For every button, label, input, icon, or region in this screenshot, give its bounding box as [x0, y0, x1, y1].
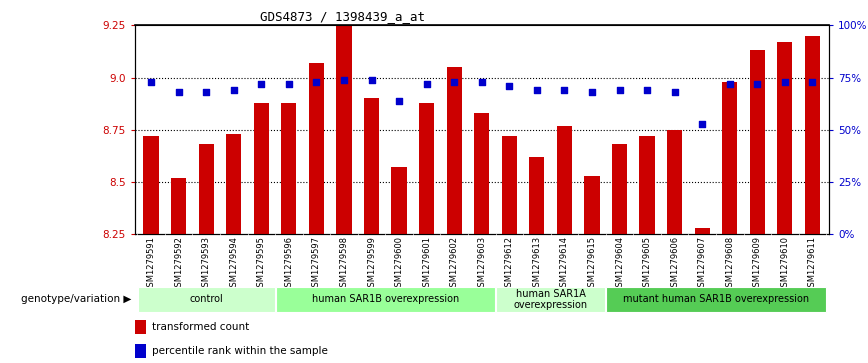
Bar: [199, 144, 214, 234]
Text: GSM1279591: GSM1279591: [147, 236, 155, 292]
Point: [172, 89, 186, 95]
Text: GSM1279612: GSM1279612: [505, 236, 514, 292]
Bar: [419, 103, 434, 234]
Bar: [474, 113, 490, 234]
Bar: [667, 130, 682, 234]
Text: GSM1279605: GSM1279605: [642, 236, 652, 292]
Point: [475, 79, 489, 85]
Text: GSM1279596: GSM1279596: [285, 236, 293, 292]
Point: [447, 79, 461, 85]
FancyBboxPatch shape: [138, 287, 274, 312]
Point: [365, 77, 378, 82]
Text: transformed count: transformed count: [152, 322, 249, 332]
Bar: [135, 344, 146, 358]
Bar: [777, 42, 792, 234]
Bar: [281, 103, 297, 234]
Bar: [391, 167, 406, 234]
Bar: [750, 50, 765, 234]
Text: GSM1279598: GSM1279598: [339, 236, 348, 292]
Bar: [143, 136, 159, 234]
Text: GSM1279592: GSM1279592: [174, 236, 183, 292]
Text: genotype/variation ▶: genotype/variation ▶: [22, 294, 132, 305]
FancyBboxPatch shape: [496, 287, 605, 312]
Text: GSM1279604: GSM1279604: [615, 236, 624, 292]
Point: [282, 81, 296, 87]
Text: human SAR1A
overexpression: human SAR1A overexpression: [514, 289, 588, 310]
Bar: [722, 82, 737, 234]
Bar: [502, 136, 516, 234]
Text: GSM1279600: GSM1279600: [395, 236, 404, 292]
Bar: [227, 134, 241, 234]
Bar: [805, 36, 820, 234]
Bar: [557, 126, 572, 234]
Bar: [447, 67, 462, 234]
Text: GSM1279601: GSM1279601: [422, 236, 431, 292]
FancyBboxPatch shape: [276, 287, 495, 312]
Text: GSM1279602: GSM1279602: [450, 236, 458, 292]
Text: GDS4873 / 1398439_a_at: GDS4873 / 1398439_a_at: [260, 10, 424, 23]
Bar: [364, 98, 379, 234]
Bar: [135, 320, 146, 334]
Bar: [584, 176, 600, 234]
Text: mutant human SAR1B overexpression: mutant human SAR1B overexpression: [623, 294, 809, 305]
Point: [806, 79, 819, 85]
Point: [392, 98, 406, 103]
Text: GSM1279614: GSM1279614: [560, 236, 569, 292]
Point: [503, 83, 516, 89]
Text: GSM1279603: GSM1279603: [477, 236, 486, 292]
Text: control: control: [189, 294, 223, 305]
Point: [144, 79, 158, 85]
Text: GSM1279597: GSM1279597: [312, 236, 321, 292]
Bar: [309, 63, 324, 234]
Point: [420, 81, 434, 87]
Bar: [253, 103, 269, 234]
Point: [254, 81, 268, 87]
Text: GSM1279609: GSM1279609: [753, 236, 762, 292]
Point: [778, 79, 792, 85]
Point: [200, 89, 214, 95]
Text: GSM1279594: GSM1279594: [229, 236, 238, 292]
Point: [613, 87, 627, 93]
Text: percentile rank within the sample: percentile rank within the sample: [152, 346, 328, 356]
Bar: [337, 25, 352, 234]
Text: GSM1279610: GSM1279610: [780, 236, 789, 292]
Text: GSM1279593: GSM1279593: [201, 236, 211, 292]
Point: [750, 81, 764, 87]
Point: [557, 87, 571, 93]
Bar: [612, 144, 627, 234]
Text: GSM1279611: GSM1279611: [808, 236, 817, 292]
Bar: [640, 136, 654, 234]
Text: GSM1279615: GSM1279615: [588, 236, 596, 292]
Bar: [694, 228, 710, 234]
Text: GSM1279606: GSM1279606: [670, 236, 679, 292]
Point: [640, 87, 654, 93]
Bar: [529, 157, 544, 234]
Point: [667, 89, 681, 95]
Text: human SAR1B overexpression: human SAR1B overexpression: [312, 294, 459, 305]
Point: [310, 79, 324, 85]
Text: GSM1279608: GSM1279608: [726, 236, 734, 292]
FancyBboxPatch shape: [606, 287, 825, 312]
Point: [695, 121, 709, 126]
Bar: [171, 178, 187, 234]
Point: [585, 89, 599, 95]
Text: GSM1279607: GSM1279607: [698, 236, 707, 292]
Point: [529, 87, 543, 93]
Point: [227, 87, 240, 93]
Point: [337, 77, 351, 82]
Text: GSM1279613: GSM1279613: [532, 236, 542, 292]
Point: [723, 81, 737, 87]
Text: GSM1279599: GSM1279599: [367, 236, 376, 292]
Text: GSM1279595: GSM1279595: [257, 236, 266, 292]
